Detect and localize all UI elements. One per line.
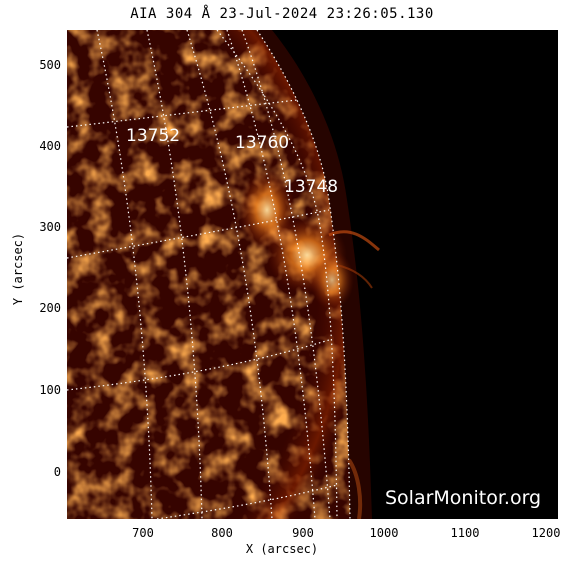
region-label-13748: 13748 [284, 177, 339, 197]
y-tick: 500 [39, 58, 61, 72]
y-axis-label: Y (arcsec) [11, 232, 25, 306]
solar-disk-svg [67, 30, 380, 519]
solar-image [67, 30, 558, 519]
y-tick: 0 [53, 465, 61, 479]
y-tick: 400 [39, 139, 61, 153]
x-tick: 700 [132, 526, 154, 540]
region-label-13760: 13760 [235, 133, 290, 153]
x-tick: 1000 [369, 526, 399, 540]
x-axis-label: X (arcsec) [245, 542, 319, 556]
watermark: SolarMonitor.org [385, 487, 542, 509]
x-tick: 800 [211, 526, 233, 540]
y-tick: 200 [39, 301, 61, 315]
region-label-13752: 13752 [126, 126, 181, 146]
x-tick: 900 [292, 526, 314, 540]
heliographic-grid [67, 30, 351, 519]
image-title: AIA 304 Å 23-Jul-2024 23:26:05.130 [130, 6, 434, 22]
x-tick: 1200 [531, 526, 561, 540]
x-tick: 1100 [450, 526, 480, 540]
y-tick: 100 [39, 383, 61, 397]
y-tick: 300 [39, 220, 61, 234]
